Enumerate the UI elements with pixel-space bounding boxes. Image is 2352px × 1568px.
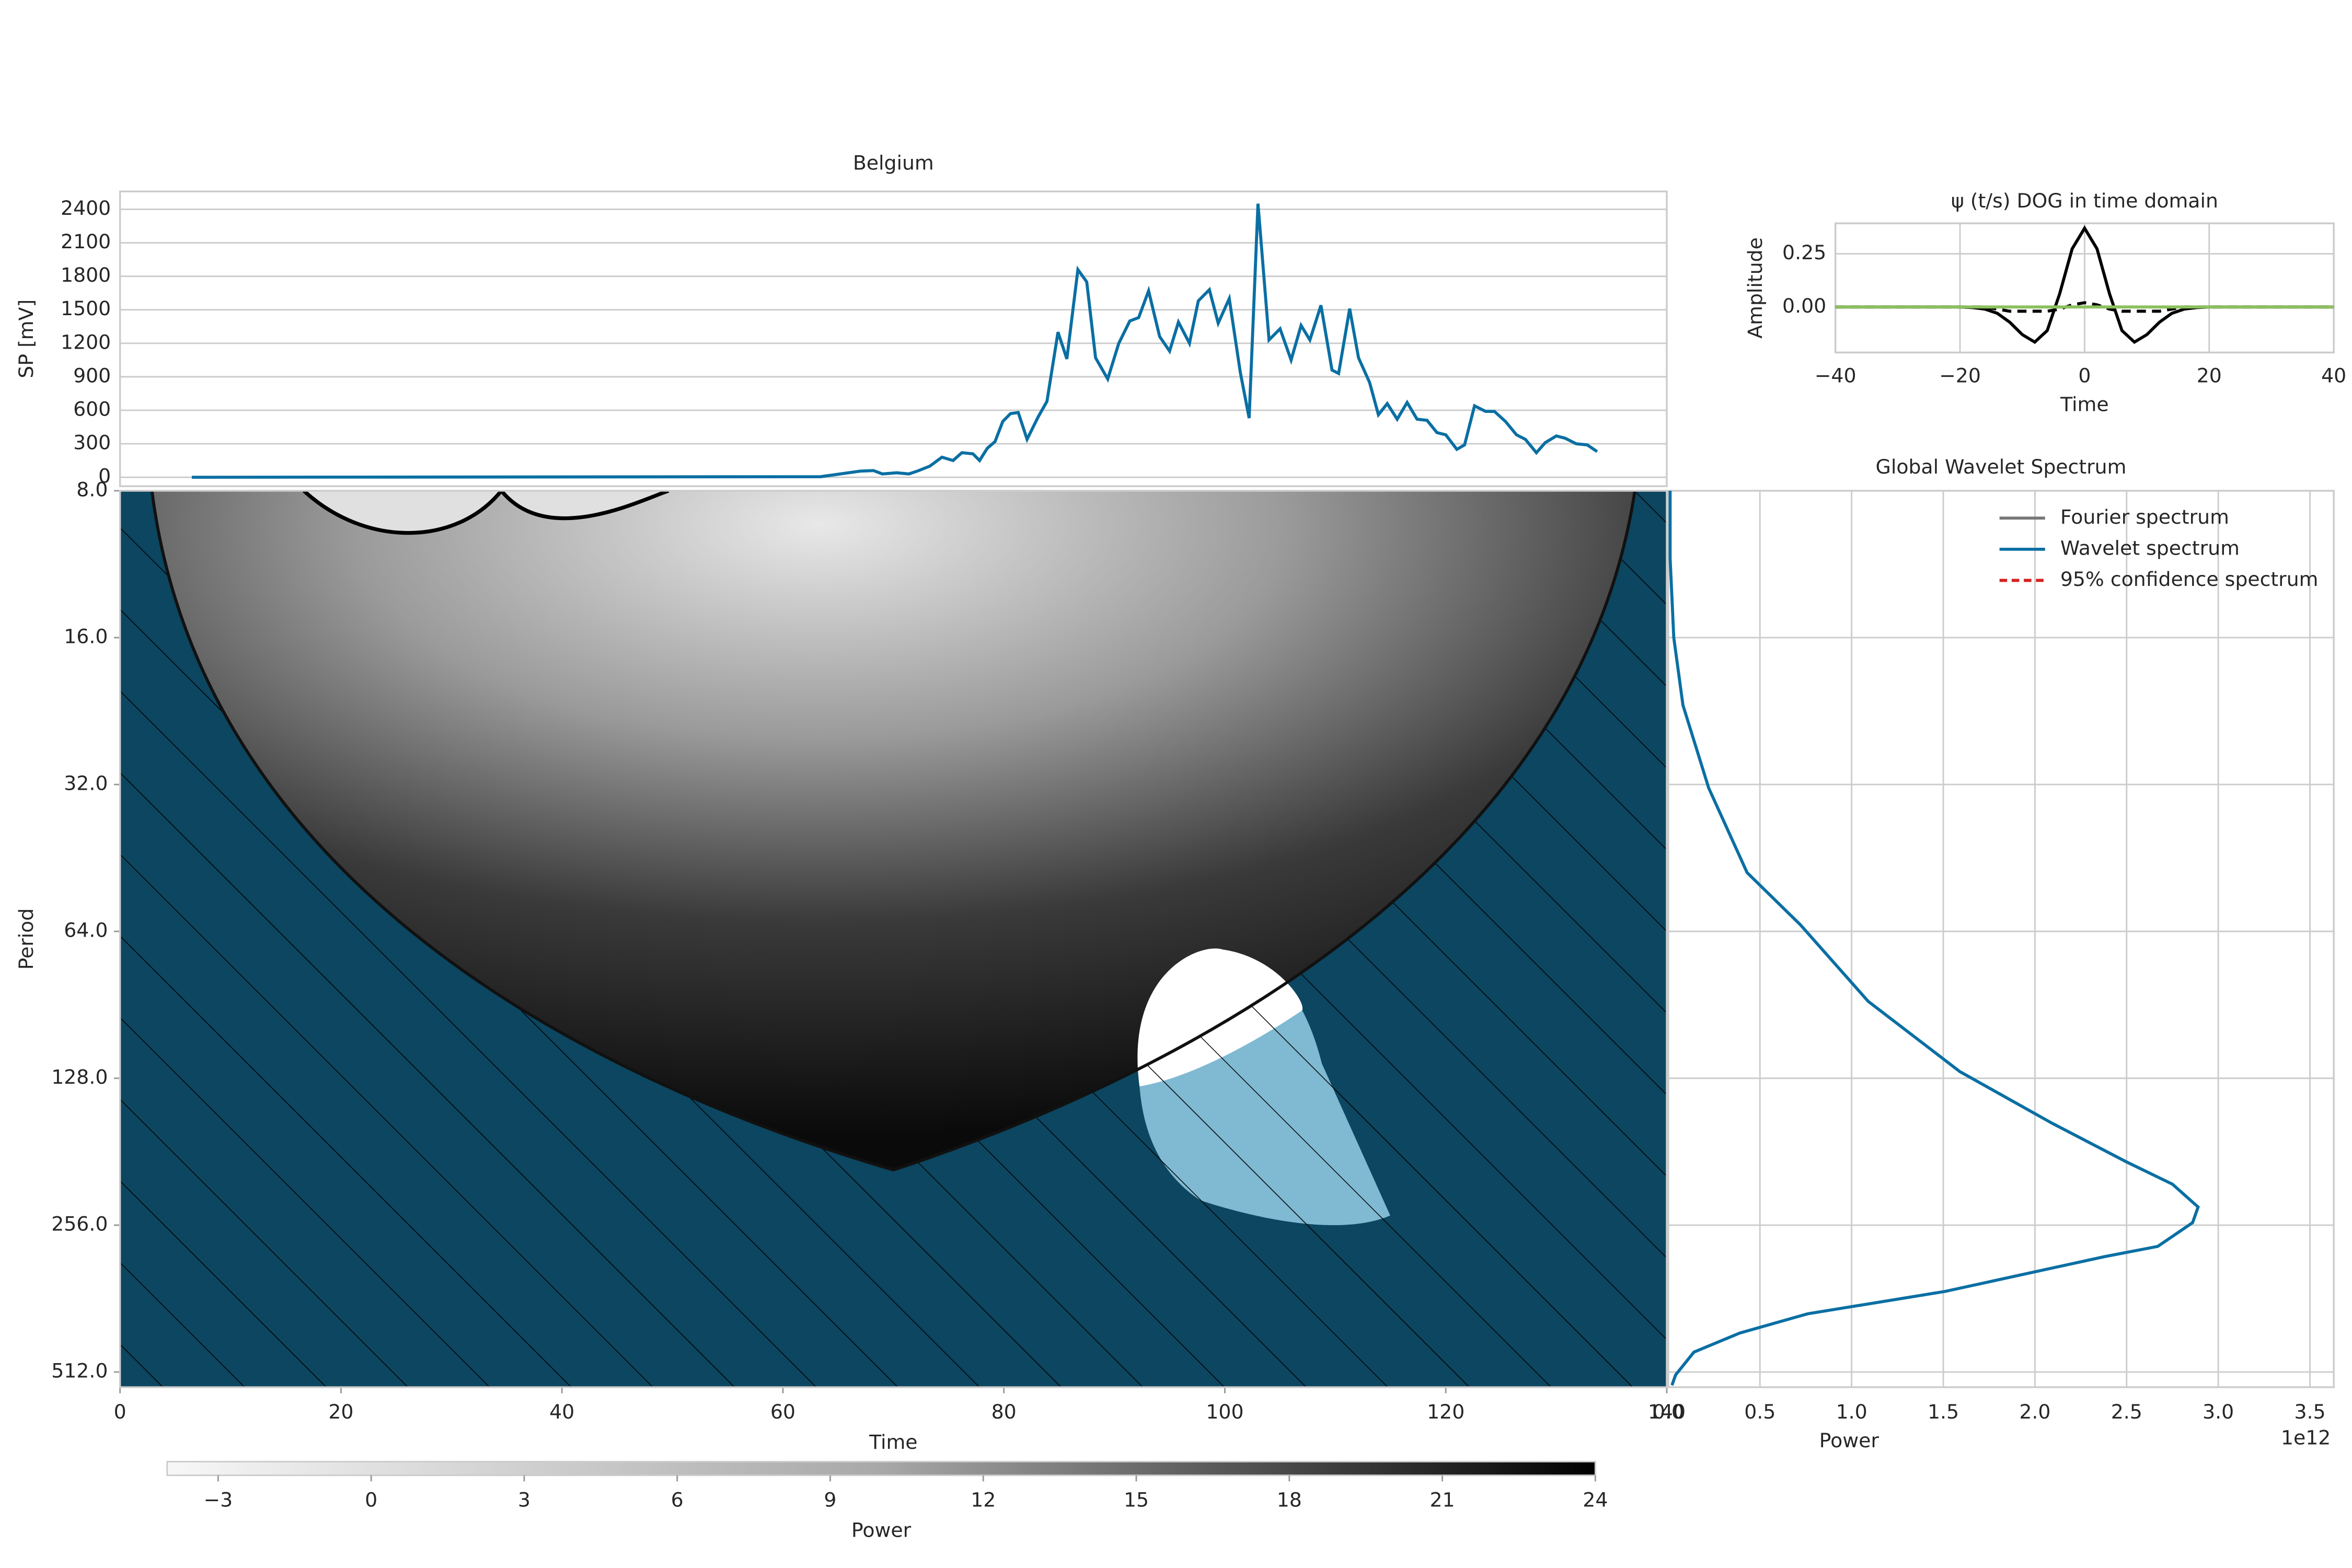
x-tick-label: 0 <box>114 1400 126 1423</box>
y-tick-label: 8.0 <box>76 478 108 501</box>
contour-patch <box>304 490 669 533</box>
axis-offset: 1e12 <box>2281 1426 2331 1449</box>
y-tick-label: 256.0 <box>51 1213 108 1236</box>
chart-title: Belgium <box>853 151 934 174</box>
x-axis-label: Power <box>1819 1429 1880 1452</box>
colorbar-tick-label: 18 <box>1277 1489 1302 1512</box>
colorbar-tick-label: 24 <box>1583 1489 1608 1512</box>
coi-line <box>150 490 1636 1172</box>
colorbar-tick-label: 6 <box>671 1489 684 1512</box>
x-tick-label: 120 <box>1427 1400 1465 1423</box>
y-tick-label: 900 <box>73 364 111 387</box>
x-tick-label: 20 <box>2197 364 2222 387</box>
y-tick-label: 32.0 <box>64 771 108 794</box>
plot-frame <box>119 190 1668 487</box>
y-tick-label: 128.0 <box>51 1066 108 1089</box>
y-tick-label: 1200 <box>61 330 111 353</box>
colorbar-tick-label: 21 <box>1430 1489 1455 1512</box>
colorbar-tick-label: −3 <box>204 1489 233 1512</box>
x-tick-label: 0.5 <box>1744 1400 1775 1423</box>
y-axis-label: Period <box>15 908 38 970</box>
x-tick-label: 100 <box>1206 1400 1243 1423</box>
colorbar-tick-label: 3 <box>518 1489 531 1512</box>
coi-hatch <box>120 490 1667 1388</box>
x-tick-label: 1.0 <box>1836 1400 1867 1423</box>
y-tick-label: 300 <box>73 431 111 454</box>
x-tick-label: 80 <box>991 1400 1017 1423</box>
x-axis-label: Time <box>2060 393 2108 416</box>
x-tick-label: 3.5 <box>2294 1400 2325 1423</box>
x-tick-label: 2.5 <box>2111 1400 2142 1423</box>
legend-label: Wavelet spectrum <box>2060 536 2240 559</box>
x-tick-label: 1.5 <box>1928 1400 1959 1423</box>
colorbar-tick-label: 12 <box>971 1489 996 1512</box>
x-tick-label: −40 <box>1815 364 1857 387</box>
x-tick-label: 2.0 <box>2019 1400 2050 1423</box>
legend-label: 95% confidence spectrum <box>2060 568 2319 591</box>
colorbar-tick-label: 0 <box>365 1489 377 1512</box>
plot-frame <box>1834 222 2335 354</box>
chart-title: Global Wavelet Spectrum <box>1876 455 2127 478</box>
x-axis-label: Time <box>869 1431 917 1454</box>
legend-label: Fourier spectrum <box>2060 505 2229 528</box>
x-tick-label: 0.0 <box>1653 1400 1684 1423</box>
x-tick-label: 60 <box>770 1400 795 1423</box>
plot-frame <box>119 490 1668 1388</box>
series-line <box>1668 490 2200 1386</box>
wavelet-power-image <box>120 490 1667 1388</box>
colorbar <box>166 1461 1596 1477</box>
y-tick-label: 0.25 <box>1782 241 1826 264</box>
x-tick-label: 20 <box>328 1400 353 1423</box>
y-tick-label: 0.00 <box>1782 294 1826 317</box>
wavelet-power-region <box>152 490 1635 1170</box>
y-tick-label: 0 <box>98 465 111 488</box>
y-tick-label: 512.0 <box>51 1359 108 1382</box>
x-tick-label: 0 <box>2078 364 2091 387</box>
y-tick-label: 16.0 <box>64 625 108 648</box>
colorbar-tick-label: 9 <box>824 1489 836 1512</box>
y-tick-label: 64.0 <box>64 918 108 941</box>
colorbar-tick-label: 15 <box>1124 1489 1149 1512</box>
y-axis-label: Amplitude <box>1744 237 1767 339</box>
chart-title: ψ (t/s) DOG in time domain <box>1951 189 2218 212</box>
x-tick-label: 40 <box>549 1400 574 1423</box>
y-tick-label: 1500 <box>61 297 111 320</box>
y-tick-label: 2400 <box>61 197 111 220</box>
x-tick-label: −20 <box>1939 364 1981 387</box>
x-tick-label: 40 <box>2321 364 2346 387</box>
plot-frame <box>1667 490 2335 1388</box>
colorbar-label: Power <box>851 1519 912 1542</box>
y-tick-label: 600 <box>73 397 111 420</box>
y-axis-label: SP [mV] <box>15 299 38 378</box>
y-tick-label: 2100 <box>61 230 111 253</box>
series-line <box>192 203 1598 479</box>
x-tick-label: 140 <box>1648 1400 1686 1423</box>
y-tick-label: 1800 <box>61 263 111 286</box>
x-tick-label: 3.0 <box>2203 1400 2234 1423</box>
